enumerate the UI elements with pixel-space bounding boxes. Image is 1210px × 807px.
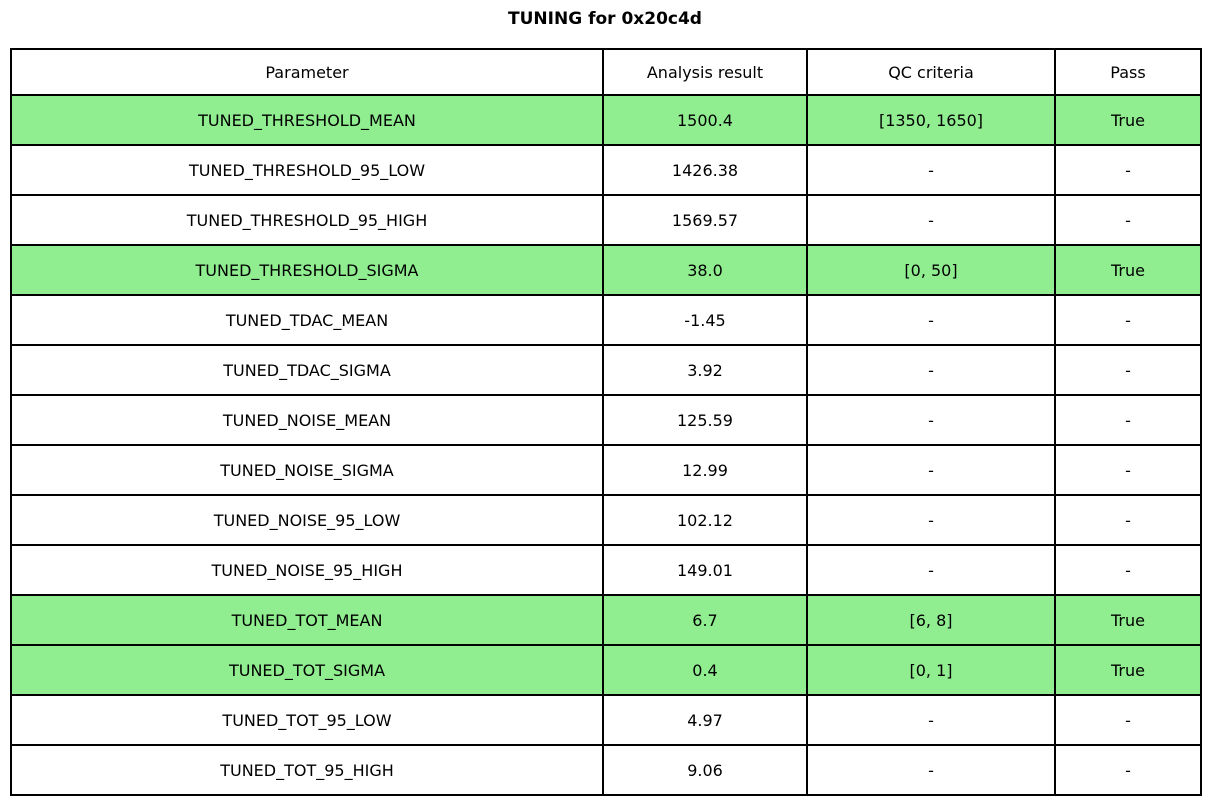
table-row: TUNED_TDAC_SIGMA 3.92 - -: [10, 344, 1202, 396]
analysis-result-cell: 1569.57: [602, 194, 808, 246]
qc-criteria-cell: -: [806, 344, 1056, 396]
table-row: TUNED_THRESHOLD_SIGMA 38.0 [0, 50] True: [10, 244, 1202, 296]
column-header-analysis-result: Analysis result: [602, 48, 808, 96]
table-row: TUNED_TOT_SIGMA 0.4 [0, 1] True: [10, 644, 1202, 696]
table-row: TUNED_THRESHOLD_MEAN 1500.4 [1350, 1650]…: [10, 94, 1202, 146]
pass-cell: -: [1054, 694, 1202, 746]
parameter-cell: TUNED_TOT_95_HIGH: [10, 744, 604, 796]
parameter-cell: TUNED_TDAC_MEAN: [10, 294, 604, 346]
qc-criteria-cell: -: [806, 194, 1056, 246]
parameter-cell: TUNED_TDAC_SIGMA: [10, 344, 604, 396]
parameter-cell: TUNED_TOT_MEAN: [10, 594, 604, 646]
qc-criteria-cell: [6, 8]: [806, 594, 1056, 646]
qc-criteria-cell: -: [806, 494, 1056, 546]
parameter-cell: TUNED_THRESHOLD_95_LOW: [10, 144, 604, 196]
table-row: TUNED_TDAC_MEAN -1.45 - -: [10, 294, 1202, 346]
pass-cell: -: [1054, 344, 1202, 396]
pass-cell: -: [1054, 544, 1202, 596]
column-header-qc-criteria: QC criteria: [806, 48, 1056, 96]
analysis-result-cell: 9.06: [602, 744, 808, 796]
qc-criteria-cell: [1350, 1650]: [806, 94, 1056, 146]
pass-cell: -: [1054, 294, 1202, 346]
parameter-cell: TUNED_NOISE_95_LOW: [10, 494, 604, 546]
parameter-cell: TUNED_TOT_95_LOW: [10, 694, 604, 746]
header-row: Parameter Analysis result QC criteria Pa…: [10, 48, 1202, 96]
figure-title: TUNING for 0x20c4d: [508, 9, 702, 29]
table-row: TUNED_TOT_MEAN 6.7 [6, 8] True: [10, 594, 1202, 646]
parameter-cell: TUNED_TOT_SIGMA: [10, 644, 604, 696]
table-row: TUNED_NOISE_95_LOW 102.12 - -: [10, 494, 1202, 546]
analysis-result-cell: 12.99: [602, 444, 808, 496]
table-row: TUNED_THRESHOLD_95_HIGH 1569.57 - -: [10, 194, 1202, 246]
table-row: TUNED_TOT_95_LOW 4.97 - -: [10, 694, 1202, 746]
parameter-cell: TUNED_THRESHOLD_MEAN: [10, 94, 604, 146]
qc-criteria-cell: -: [806, 294, 1056, 346]
pass-cell: True: [1054, 244, 1202, 296]
table-row: TUNED_THRESHOLD_95_LOW 1426.38 - -: [10, 144, 1202, 196]
column-header-parameter: Parameter: [10, 48, 604, 96]
qc-criteria-cell: -: [806, 744, 1056, 796]
pass-cell: -: [1054, 744, 1202, 796]
pass-cell: -: [1054, 494, 1202, 546]
qc-criteria-cell: -: [806, 394, 1056, 446]
parameter-cell: TUNED_NOISE_SIGMA: [10, 444, 604, 496]
pass-cell: -: [1054, 194, 1202, 246]
pass-cell: -: [1054, 144, 1202, 196]
qc-criteria-cell: -: [806, 144, 1056, 196]
qc-criteria-cell: -: [806, 544, 1056, 596]
analysis-result-cell: 6.7: [602, 594, 808, 646]
qc-criteria-cell: -: [806, 444, 1056, 496]
table-row: TUNED_TOT_95_HIGH 9.06 - -: [10, 744, 1202, 796]
table-row: TUNED_NOISE_95_HIGH 149.01 - -: [10, 544, 1202, 596]
parameter-cell: TUNED_THRESHOLD_95_HIGH: [10, 194, 604, 246]
analysis-result-cell: 38.0: [602, 244, 808, 296]
analysis-result-cell: 1500.4: [602, 94, 808, 146]
column-header-pass: Pass: [1054, 48, 1202, 96]
parameter-cell: TUNED_NOISE_MEAN: [10, 394, 604, 446]
qc-criteria-cell: [0, 1]: [806, 644, 1056, 696]
analysis-result-cell: -1.45: [602, 294, 808, 346]
analysis-result-cell: 0.4: [602, 644, 808, 696]
table-row: TUNED_NOISE_MEAN 125.59 - -: [10, 394, 1202, 446]
parameter-cell: TUNED_THRESHOLD_SIGMA: [10, 244, 604, 296]
analysis-result-cell: 102.12: [602, 494, 808, 546]
analysis-result-cell: 149.01: [602, 544, 808, 596]
qc-results-table: Parameter Analysis result QC criteria Pa…: [10, 48, 1202, 796]
pass-cell: -: [1054, 394, 1202, 446]
analysis-result-cell: 4.97: [602, 694, 808, 746]
pass-cell: True: [1054, 644, 1202, 696]
analysis-result-cell: 1426.38: [602, 144, 808, 196]
analysis-result-cell: 125.59: [602, 394, 808, 446]
pass-cell: True: [1054, 94, 1202, 146]
table-row: TUNED_NOISE_SIGMA 12.99 - -: [10, 444, 1202, 496]
qc-criteria-cell: [0, 50]: [806, 244, 1056, 296]
parameter-cell: TUNED_NOISE_95_HIGH: [10, 544, 604, 596]
pass-cell: -: [1054, 444, 1202, 496]
analysis-result-cell: 3.92: [602, 344, 808, 396]
pass-cell: True: [1054, 594, 1202, 646]
qc-criteria-cell: -: [806, 694, 1056, 746]
